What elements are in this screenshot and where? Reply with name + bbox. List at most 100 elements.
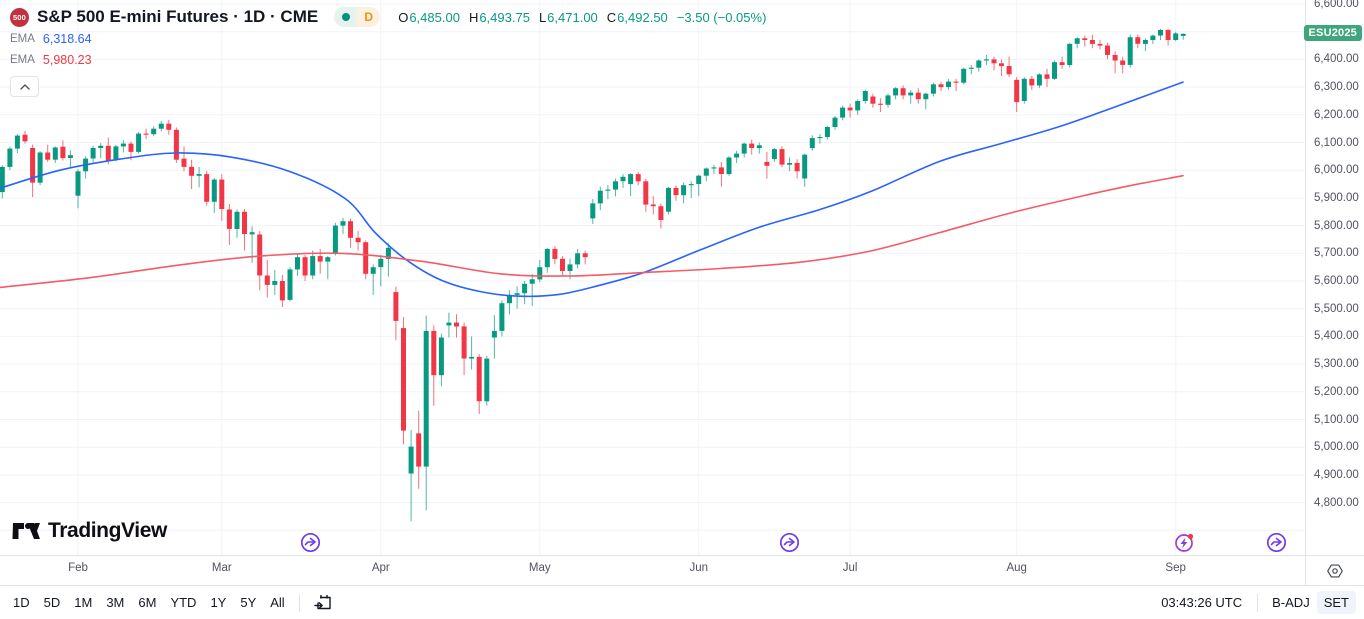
candle[interactable] <box>401 317 406 445</box>
candle[interactable] <box>257 231 263 291</box>
range-3m-button[interactable]: 3M <box>106 595 125 610</box>
tradingview-logo[interactable]: TradingView <box>12 519 167 543</box>
candle[interactable] <box>310 250 316 280</box>
candle[interactable] <box>968 64 974 75</box>
candle[interactable] <box>287 267 293 302</box>
candle[interactable] <box>794 159 800 179</box>
candle[interactable] <box>832 115 838 130</box>
candle[interactable] <box>90 145 96 163</box>
candle[interactable] <box>597 186 603 211</box>
candle[interactable] <box>45 144 51 162</box>
candle[interactable] <box>423 315 429 511</box>
candle[interactable] <box>151 126 157 137</box>
candle[interactable] <box>264 259 270 298</box>
candle[interactable] <box>824 125 830 140</box>
candle[interactable] <box>348 218 353 248</box>
candle[interactable] <box>537 259 543 283</box>
axis-settings-button[interactable] <box>1306 556 1364 585</box>
candle[interactable] <box>809 135 815 151</box>
candle[interactable] <box>340 217 346 234</box>
candle[interactable] <box>575 248 581 269</box>
candle[interactable] <box>582 250 588 265</box>
candle[interactable] <box>52 146 58 163</box>
symbol-title[interactable]: S&P 500 E-mini Futures · 1D · CME <box>37 7 319 26</box>
candle[interactable] <box>900 85 906 100</box>
candle[interactable] <box>953 78 959 91</box>
events-lightning-marker[interactable] <box>1174 532 1195 553</box>
candle[interactable] <box>1173 31 1179 42</box>
candle[interactable] <box>1165 28 1171 46</box>
candle[interactable] <box>1135 34 1141 49</box>
candle[interactable] <box>703 167 709 182</box>
candle[interactable] <box>915 88 921 104</box>
ema-line-slow[interactable] <box>0 174 1184 289</box>
candle[interactable] <box>1105 42 1110 60</box>
candle[interactable] <box>272 269 278 295</box>
jump-forward-marker[interactable] <box>1266 532 1287 553</box>
candle[interactable] <box>1158 28 1163 40</box>
candle[interactable] <box>469 336 475 370</box>
candle[interactable] <box>242 209 247 251</box>
candle[interactable] <box>1067 42 1073 68</box>
candle[interactable] <box>1150 34 1156 44</box>
legend-collapse-button[interactable] <box>10 76 39 97</box>
candle[interactable] <box>877 98 883 112</box>
candle[interactable] <box>1127 34 1133 68</box>
candle[interactable] <box>189 159 195 189</box>
candlestick-chart[interactable] <box>0 0 1305 555</box>
candle[interactable] <box>862 89 868 104</box>
range-1m-button[interactable]: 1M <box>74 595 93 610</box>
candle[interactable] <box>764 151 770 179</box>
candle[interactable] <box>60 140 66 161</box>
candle[interactable] <box>817 134 823 144</box>
range-1y-button[interactable]: 1Y <box>210 595 227 610</box>
candle[interactable] <box>847 103 853 118</box>
candle[interactable] <box>181 146 187 172</box>
candle[interactable] <box>885 93 891 108</box>
candle[interactable] <box>173 127 179 164</box>
candle[interactable] <box>1021 77 1027 104</box>
candle[interactable] <box>1112 51 1118 74</box>
candle[interactable] <box>234 209 240 238</box>
candle[interactable] <box>393 286 399 341</box>
candle[interactable] <box>840 105 846 121</box>
candle[interactable] <box>476 354 482 414</box>
candle[interactable] <box>923 92 929 110</box>
candle[interactable] <box>37 151 43 186</box>
candle[interactable] <box>522 281 528 305</box>
candle[interactable] <box>1120 56 1126 74</box>
candle[interactable] <box>302 255 308 281</box>
candle[interactable] <box>30 144 36 198</box>
candle[interactable] <box>120 140 126 153</box>
candle[interactable] <box>673 185 679 201</box>
candle[interactable] <box>1006 56 1012 78</box>
range-5d-button[interactable]: 5D <box>43 595 61 610</box>
candle[interactable] <box>196 166 202 188</box>
range-1d-button[interactable]: 1D <box>13 595 30 610</box>
candle[interactable] <box>893 87 899 100</box>
jump-forward-marker[interactable] <box>779 532 800 553</box>
candle[interactable] <box>1052 60 1057 80</box>
candle[interactable] <box>1074 37 1080 49</box>
candle[interactable] <box>491 315 497 359</box>
candle[interactable] <box>484 355 490 406</box>
candle[interactable] <box>136 132 142 154</box>
candle[interactable] <box>658 203 664 229</box>
candle[interactable] <box>1089 34 1095 49</box>
candle[interactable] <box>870 93 876 108</box>
candle[interactable] <box>507 290 512 315</box>
candle[interactable] <box>385 243 391 277</box>
candle[interactable] <box>431 325 437 406</box>
candle[interactable] <box>976 59 982 72</box>
range-5y-button[interactable]: 5Y <box>240 595 257 610</box>
candle[interactable] <box>560 256 565 276</box>
candle[interactable] <box>741 142 747 158</box>
candle[interactable] <box>643 178 649 212</box>
candle[interactable] <box>908 89 914 104</box>
candle[interactable] <box>1044 68 1050 88</box>
candle[interactable] <box>1082 35 1088 47</box>
candle[interactable] <box>446 312 452 338</box>
jump-forward-marker[interactable] <box>300 532 321 553</box>
candle[interactable] <box>529 273 535 306</box>
back-adjust-button[interactable]: B-ADJ <box>1272 595 1310 610</box>
